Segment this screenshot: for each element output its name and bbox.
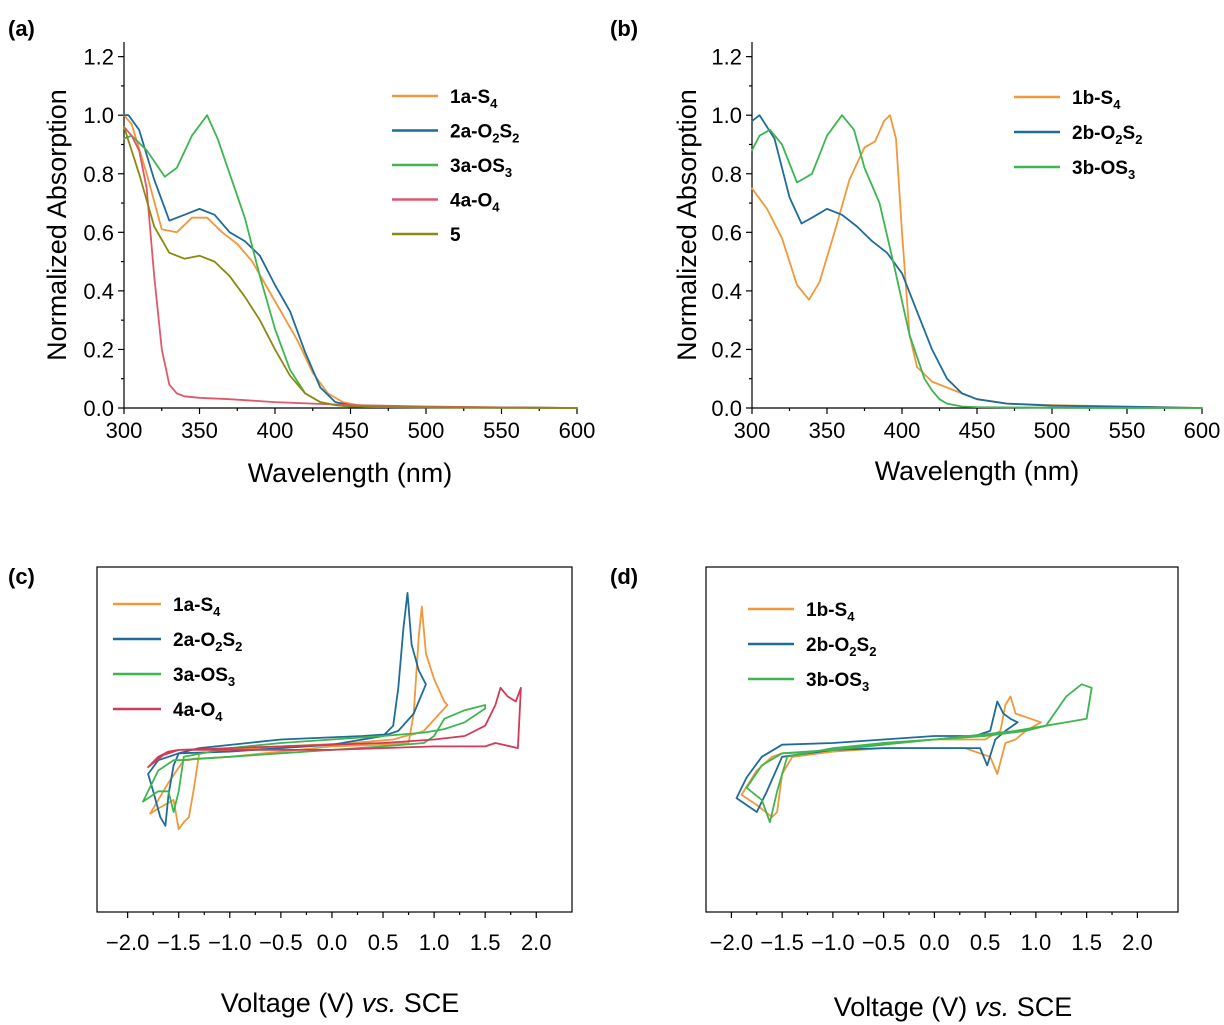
plot-frame <box>96 566 573 913</box>
panel-label: (c) <box>8 564 35 589</box>
legend-label-2b-O2S2: 2b-O2S2 <box>806 635 876 659</box>
y-tick-label: 0.0 <box>83 396 114 421</box>
legend-label-4a-O4: 4a-O4 <box>173 700 223 724</box>
x-tick-label: 1.5 <box>1071 930 1102 955</box>
chart-panel-a: (a) 300 350 400 450 500 550 600 0.0 0.2 0.4 0.6 0.8 1… <box>8 16 595 488</box>
x-axis-title: Wavelength (nm) <box>875 456 1080 486</box>
x-tick-label: 0.5 <box>970 930 1001 955</box>
x-tick-label: 350 <box>809 418 846 443</box>
x-tick-label: −1.0 <box>811 930 854 955</box>
x-tick-label: 2.0 <box>1122 930 1153 955</box>
plot-frame <box>705 566 1179 913</box>
x-tick-label: 0.5 <box>368 930 399 955</box>
y-tick-label: 0.2 <box>83 337 114 362</box>
x-tick-label: 350 <box>181 418 218 443</box>
x-tick-label: 0.0 <box>919 930 950 955</box>
y-tick-label: 1.2 <box>83 45 114 70</box>
series-line-5 <box>123 126 578 409</box>
legend-label-3b-OS3: 3b-OS3 <box>806 670 869 694</box>
y-tick-label: 0.6 <box>711 220 742 245</box>
x-tick-label: 1.0 <box>1021 930 1052 955</box>
series-line-3b-OS3 <box>751 114 1203 409</box>
legend-label-1a-S4: 1a-S4 <box>173 595 221 619</box>
series-line-3b-OS3 <box>745 683 1093 824</box>
x-tick-label: −2.0 <box>710 930 753 955</box>
legend-label-3a-OS3: 3a-OS3 <box>173 665 235 689</box>
y-tick-label: 0.0 <box>711 396 742 421</box>
x-tick-label: 550 <box>483 418 520 443</box>
legend-label-5: 5 <box>450 225 461 246</box>
x-tick-label: 600 <box>559 418 596 443</box>
x-tick-label: 500 <box>408 418 445 443</box>
legend-label-3b-OS3: 3b-OS3 <box>1072 158 1135 182</box>
chart-panel-c: (c) −2.0 −1.5 −1.0 −0.5 0.0 0.5 1.0 1.5 2.0 Voltag… <box>8 564 573 1018</box>
legend-label-1b-S4: 1b-S4 <box>806 600 855 624</box>
legend-label-2b-O2S2: 2b-O2S2 <box>1072 123 1142 147</box>
y-tick-label: 0.4 <box>711 279 742 304</box>
x-axis-title: Wavelength (nm) <box>248 458 453 488</box>
x-tick-label: 450 <box>959 418 996 443</box>
y-tick-label: 1.0 <box>83 103 114 128</box>
x-tick-label: 550 <box>1109 418 1146 443</box>
panel-label: (b) <box>610 16 638 41</box>
series-line-4a-O4 <box>123 126 578 409</box>
y-tick-label: 0.2 <box>711 337 742 362</box>
x-tick-label: 0.0 <box>317 930 348 955</box>
x-tick-label: 300 <box>734 418 771 443</box>
x-tick-label: 1.0 <box>419 930 450 955</box>
x-tick-label: −2.0 <box>106 930 149 955</box>
chart-panel-b: (b) 300 350 400 450 500 550 600 0.0 0.2 0.4 0.6 0.8 1… <box>610 16 1220 486</box>
x-tick-label: 2.0 <box>521 930 552 955</box>
panel-label: (a) <box>8 16 35 41</box>
chart-panel-d: (d) −2.0 −1.5 −1.0 −0.5 0.0 0.5 1.0 1.5 2.0 Voltag… <box>610 564 1179 1022</box>
x-tick-label: 400 <box>257 418 294 443</box>
legend-label-1a-S4: 1a-S4 <box>450 87 498 111</box>
legend-label-3a-OS3: 3a-OS3 <box>450 156 512 180</box>
series-line-1b-S4 <box>751 114 1203 409</box>
x-tick-label: −0.5 <box>862 930 905 955</box>
x-tick-label: −0.5 <box>259 930 302 955</box>
x-tick-label: 1.5 <box>470 930 501 955</box>
y-tick-label: 0.4 <box>83 279 114 304</box>
series-line-2a-O2S2 <box>123 114 578 409</box>
series-line-1a-S4 <box>123 114 578 409</box>
x-tick-label: 300 <box>106 418 143 443</box>
series-line-2b-O2S2 <box>751 114 1203 409</box>
x-tick-label: −1.5 <box>157 930 200 955</box>
legend-label-1b-S4: 1b-S4 <box>1072 88 1121 112</box>
series-line-3a-OS3 <box>123 114 578 409</box>
legend-label-4a-O4: 4a-O4 <box>450 191 500 215</box>
x-axis-title: Voltage (V) vs. SCE <box>834 992 1073 1022</box>
x-tick-label: 600 <box>1184 418 1221 443</box>
y-tick-label: 0.8 <box>711 162 742 187</box>
x-axis-title: Voltage (V) vs. SCE <box>221 988 460 1018</box>
x-tick-label: −1.5 <box>760 930 803 955</box>
x-tick-label: 400 <box>884 418 921 443</box>
y-tick-label: 0.8 <box>83 162 114 187</box>
x-tick-label: 450 <box>332 418 369 443</box>
y-tick-label: 1.2 <box>711 45 742 70</box>
series-line-2b-O2S2 <box>735 700 1019 813</box>
legend-label-2a-O2S2: 2a-O2S2 <box>173 630 242 654</box>
y-tick-label: 0.6 <box>83 220 114 245</box>
x-tick-label: −1.0 <box>208 930 251 955</box>
panel-label: (d) <box>610 564 638 589</box>
x-tick-label: 500 <box>1034 418 1071 443</box>
y-axis-title: Normalized Absorption <box>672 89 702 361</box>
series-line-4a-O4 <box>147 686 522 768</box>
legend-label-2a-O2S2: 2a-O2S2 <box>450 122 519 146</box>
series-line-3a-OS3 <box>142 704 487 813</box>
y-tick-label: 1.0 <box>711 103 742 128</box>
y-axis-title: Normalized Absorption <box>42 89 72 361</box>
